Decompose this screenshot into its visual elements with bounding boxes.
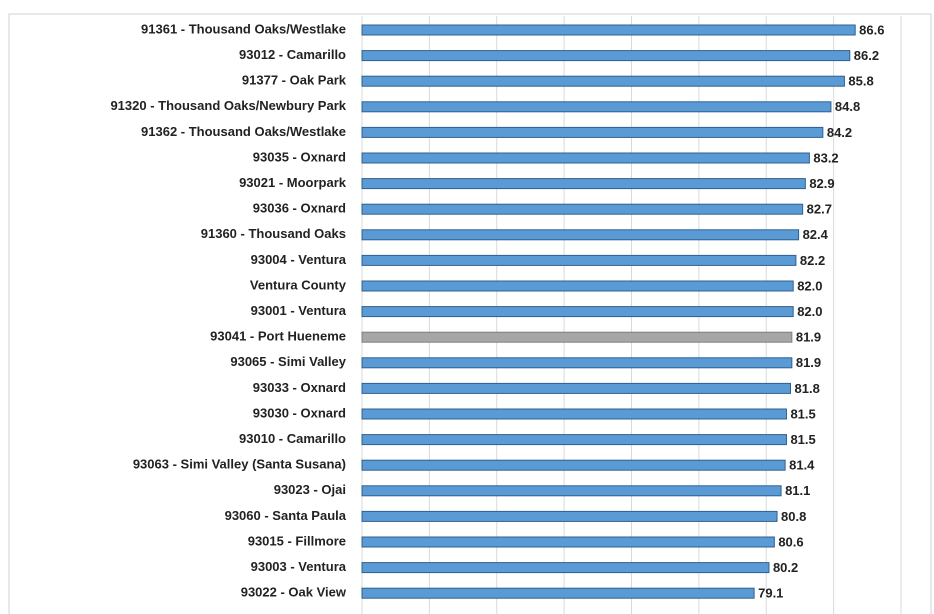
bar [361,357,793,369]
value-label: 84.8 [835,99,860,114]
category-label: 93041 - Port Hueneme [210,329,346,344]
bar [361,229,800,241]
bar [361,24,856,36]
value-label: 80.8 [781,509,806,524]
value-label: 83.2 [813,150,838,165]
category-label: 91320 - Thousand Oaks/Newbury Park [110,98,346,113]
value-label: 82.2 [800,253,825,268]
category-label: 93010 - Camarillo [239,431,346,446]
category-label: 93022 - Oak View [241,585,347,600]
value-label: 80.6 [778,534,803,549]
bar [361,126,824,138]
value-label: 82.7 [807,202,832,217]
bar [361,510,778,522]
value-label: 81.5 [790,406,815,421]
bar [361,562,770,574]
category-label: 93030 - Oxnard [253,405,346,420]
bar [361,485,782,497]
value-label: 82.4 [803,227,829,242]
bar [361,280,794,292]
bar [361,75,845,87]
value-label: 81.1 [785,483,810,498]
value-label: 81.8 [795,381,820,396]
category-label: 93004 - Ventura [251,252,347,267]
bar [361,536,775,548]
category-label: 91362 - Thousand Oaks/Westlake [141,124,346,139]
value-label: 81.5 [790,432,815,447]
bar [361,50,851,62]
bar [361,152,810,164]
category-label: 93065 - Simi Valley [230,354,346,369]
value-label: 82.0 [797,304,822,319]
category-label: 93035 - Oxnard [253,149,346,164]
bar [361,434,787,446]
category-label: 91360 - Thousand Oaks [201,226,346,241]
category-label: 93036 - Oxnard [253,201,346,216]
category-label: 93023 - Ojai [274,482,346,497]
category-label: 93001 - Ventura [251,303,347,318]
category-label: Ventura County [250,277,347,292]
category-label: 91377 - Oak Park [242,73,347,88]
category-label: 93003 - Ventura [251,559,347,574]
value-label: 85.8 [848,74,873,89]
bar [361,203,804,215]
bar [361,459,786,471]
value-label: 81.4 [789,458,815,473]
value-label: 81.9 [796,355,821,370]
category-label: 91361 - Thousand Oaks/Westlake [141,21,346,36]
value-label: 80.2 [773,560,798,575]
category-label: 93015 - Fillmore [248,533,346,548]
bar [361,254,797,266]
value-label: 86.6 [859,22,884,37]
value-label: 79.1 [758,586,783,601]
bar [361,306,794,318]
category-label: 93063 - Simi Valley (Santa Susana) [133,457,346,472]
bar [361,382,792,394]
category-label: 93033 - Oxnard [253,380,346,395]
value-label: 84.2 [827,125,852,140]
bar [361,587,755,599]
category-label: 93021 - Moorpark [239,175,347,190]
category-label: 93012 - Camarillo [239,47,346,62]
value-label: 81.9 [796,330,821,345]
bar [361,408,787,420]
bar [361,101,832,113]
bar [361,331,793,343]
bar [361,178,806,190]
value-label: 86.2 [854,48,879,63]
value-label: 82.9 [809,176,834,191]
value-label: 82.0 [797,278,822,293]
category-label: 93060 - Santa Paula [225,508,347,523]
